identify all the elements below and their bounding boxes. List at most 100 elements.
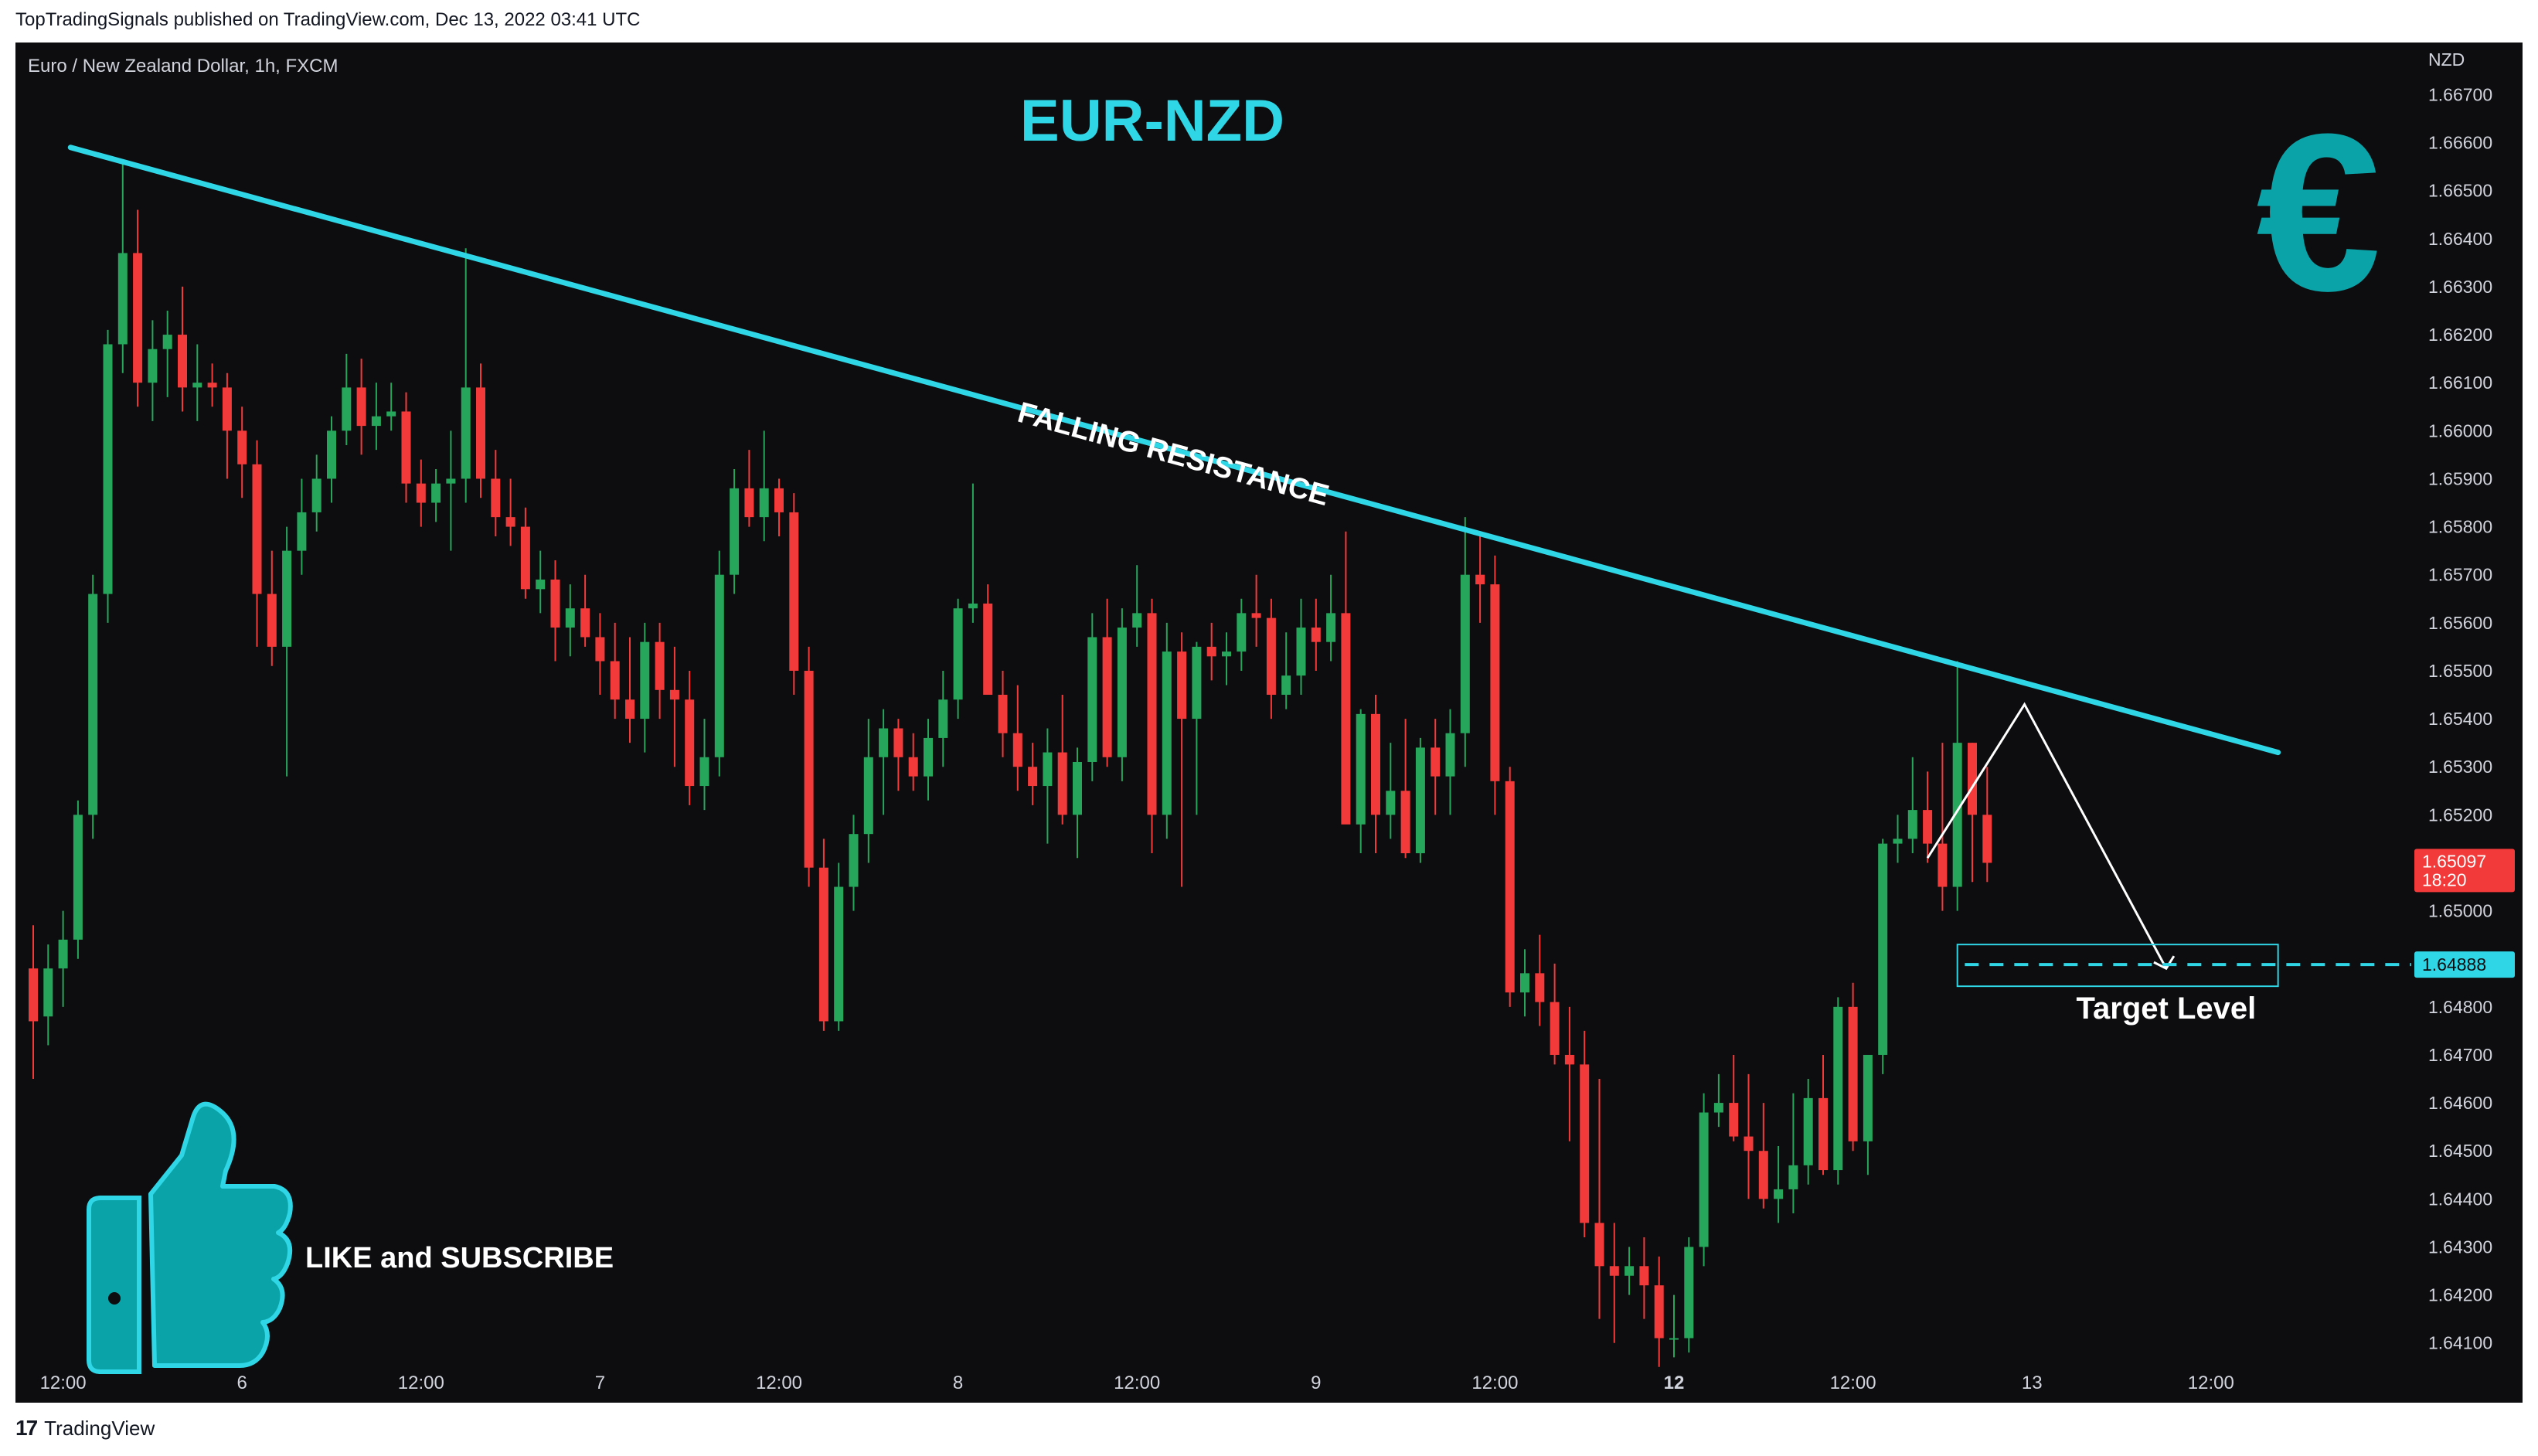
candle[interactable] — [1386, 743, 1396, 839]
candle[interactable] — [1669, 1294, 1679, 1358]
candle[interactable] — [1907, 757, 1917, 854]
candle[interactable] — [1923, 771, 1933, 863]
candle[interactable] — [1132, 565, 1142, 647]
candle[interactable] — [1073, 747, 1082, 859]
candle[interactable] — [162, 310, 172, 397]
price-axis[interactable]: 1.66700 1.66600 1.66500 1.66400 1.66300 1.662… — [2428, 84, 2492, 1352]
candle[interactable] — [953, 598, 963, 719]
candle[interactable] — [311, 454, 322, 532]
candle[interactable] — [818, 839, 828, 1031]
candle[interactable] — [1192, 641, 1202, 815]
candle[interactable] — [536, 550, 546, 614]
candle[interactable] — [133, 209, 143, 407]
candle[interactable] — [1952, 661, 1962, 911]
candle[interactable] — [744, 450, 754, 527]
candle[interactable] — [327, 416, 336, 503]
candle[interactable] — [550, 560, 560, 662]
candle[interactable] — [1311, 598, 1321, 671]
candle[interactable] — [29, 925, 38, 1080]
candle[interactable] — [1043, 728, 1053, 844]
candle[interactable] — [595, 613, 605, 696]
candle[interactable] — [207, 363, 217, 407]
candle[interactable] — [998, 670, 1008, 757]
candle[interactable] — [1326, 574, 1336, 662]
candle[interactable] — [1341, 531, 1351, 825]
candle[interactable] — [103, 329, 113, 623]
candle[interactable] — [610, 622, 620, 719]
candle[interactable] — [1147, 598, 1157, 854]
candle[interactable] — [863, 719, 873, 863]
candle[interactable] — [849, 815, 859, 911]
candle[interactable] — [1878, 839, 1888, 1074]
candle[interactable] — [1803, 1079, 1813, 1185]
candle[interactable] — [505, 478, 515, 546]
candle[interactable] — [416, 459, 426, 527]
candle[interactable] — [1758, 1103, 1768, 1209]
candle[interactable] — [669, 646, 679, 767]
candle[interactable] — [879, 709, 889, 815]
candle[interactable] — [117, 162, 128, 373]
target-level-box[interactable] — [1956, 944, 2279, 988]
candle[interactable] — [1818, 1054, 1828, 1175]
candle[interactable] — [1415, 737, 1425, 863]
candle[interactable] — [565, 584, 575, 657]
candle[interactable] — [1788, 1093, 1798, 1213]
candle[interactable] — [356, 359, 366, 455]
candle[interactable] — [43, 944, 53, 1046]
candle[interactable] — [371, 383, 381, 451]
candle[interactable] — [699, 719, 709, 811]
candle[interactable] — [446, 430, 456, 551]
candle[interactable] — [252, 440, 262, 647]
candle[interactable] — [461, 248, 471, 503]
chart-frame[interactable]: FALLING RESISTANCE Target Level EUR-NZD … — [15, 43, 2523, 1403]
candle[interactable] — [1848, 982, 1858, 1152]
candle[interactable] — [1654, 1256, 1664, 1367]
candle[interactable] — [1177, 632, 1187, 887]
candle[interactable] — [148, 320, 158, 421]
candle[interactable] — [580, 574, 590, 647]
candle[interactable] — [1564, 1006, 1574, 1141]
candle[interactable] — [1087, 613, 1097, 781]
candle[interactable] — [58, 910, 68, 1007]
candle[interactable] — [1520, 949, 1529, 1017]
candle[interactable] — [1594, 1079, 1604, 1319]
candle[interactable] — [386, 383, 396, 431]
chart-svg[interactable]: FALLING RESISTANCE Target Level EUR-NZD … — [15, 43, 2523, 1403]
candle[interactable] — [1684, 1237, 1694, 1353]
candle[interactable] — [431, 469, 441, 522]
candle[interactable] — [655, 622, 665, 719]
candle[interactable] — [1445, 709, 1455, 815]
candle[interactable] — [685, 670, 695, 805]
candle[interactable] — [1356, 709, 1366, 854]
candle[interactable] — [1475, 536, 1485, 623]
candle[interactable] — [1580, 1030, 1590, 1238]
candle[interactable] — [968, 483, 978, 623]
candle[interactable] — [938, 670, 948, 767]
projection-path[interactable] — [1926, 702, 2168, 969]
candle[interactable] — [1713, 1073, 1723, 1128]
candle[interactable] — [1281, 632, 1291, 709]
candle[interactable] — [1639, 1237, 1649, 1319]
candle[interactable] — [1550, 963, 1560, 1065]
candle[interactable] — [491, 450, 501, 536]
candle[interactable] — [1968, 743, 1977, 883]
candle[interactable] — [1102, 598, 1112, 767]
candle[interactable] — [834, 862, 844, 1031]
candle[interactable] — [714, 550, 724, 777]
candle[interactable] — [774, 478, 784, 536]
falling-resistance-line[interactable] — [67, 145, 2281, 756]
candle[interactable] — [1729, 1054, 1739, 1141]
candle[interactable] — [1012, 685, 1022, 791]
candle[interactable] — [520, 507, 530, 599]
candle[interactable] — [1625, 1247, 1635, 1295]
candle[interactable] — [88, 574, 98, 839]
time-axis[interactable]: 12:00 6 12:00 7 12:00 8 12:00 9 12:00 12 12:00 13 12… — [40, 1373, 2234, 1393]
candle[interactable] — [1744, 1073, 1754, 1199]
candle[interactable] — [401, 392, 411, 503]
candle[interactable] — [1505, 767, 1515, 1007]
candle[interactable] — [192, 344, 202, 421]
candle[interactable] — [267, 550, 277, 666]
candle[interactable] — [1237, 598, 1247, 671]
candle[interactable] — [640, 622, 650, 753]
candle[interactable] — [1535, 934, 1545, 1026]
